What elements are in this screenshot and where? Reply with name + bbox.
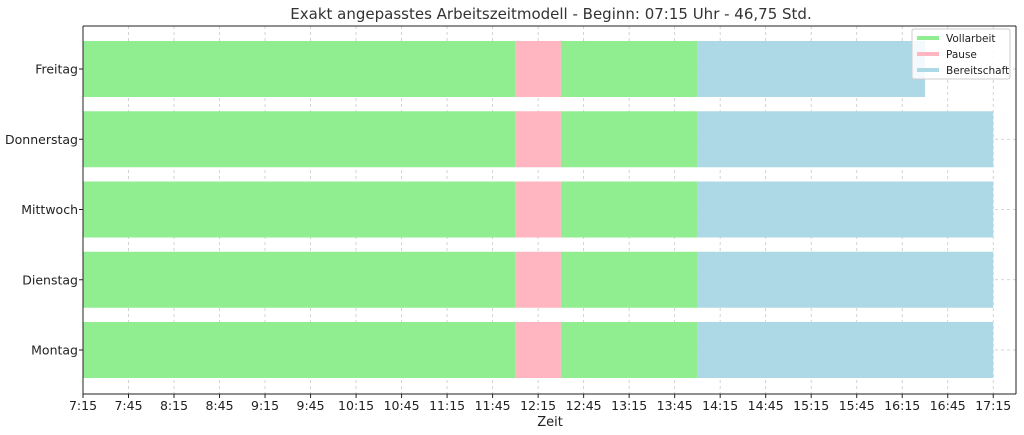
x-tick-label: 14:45 [748,398,784,413]
x-tick-label: 8:15 [160,398,188,413]
bar-segment-freitag-vollarbeit [83,41,516,97]
x-tick-label: 15:15 [793,398,829,413]
y-tick-label-donnerstag: Donnerstag [5,132,78,147]
x-tick-label: 9:15 [251,398,279,413]
ticks-layer: 7:15 7:45 8:15 8:45 9:15 9:45 10:15 10:45 11:15 1… [5,62,1011,414]
x-tick-label: 15:45 [839,398,875,413]
legend-label-vollarbeit: Vollarbeit [946,33,996,45]
x-tick-label: 10:15 [338,398,374,413]
x-axis-label: Zeit [537,415,563,430]
x-tick-label: 7:45 [114,398,142,413]
bar-segment-montag-vollarbeit [560,322,698,378]
bar-segment-donnerstag-pause [515,111,561,168]
legend-label-pause: Pause [946,49,977,61]
bar-segment-mittwoch-bereitschaft [697,181,994,238]
bar-segment-freitag-bereitschaft [697,41,925,97]
x-tick-label: 12:15 [520,398,556,413]
bar-segment-mittwoch-pause [515,181,561,238]
chart-title: Exakt angepasstes Arbeitszeitmodell - Be… [290,5,811,23]
bar-segment-freitag-vollarbeit [560,41,698,97]
bar-segment-dienstag-bereitschaft [697,251,994,308]
x-tick-label: 8:45 [205,398,233,413]
legend: Vollarbeit Pause Bereitschaft [911,28,1011,80]
bar-segment-mittwoch-vollarbeit [83,181,516,238]
bar-segment-montag-bereitschaft [697,322,994,378]
x-tick-label: 10:45 [384,398,420,413]
x-tick-label: 16:45 [930,398,966,413]
x-tick-label: 9:45 [297,398,325,413]
bar-segment-dienstag-vollarbeit [560,251,698,308]
legend-box [911,28,1011,80]
y-tick-label-dienstag: Dienstag [22,272,78,287]
bar-segment-donnerstag-bereitschaft [697,111,994,168]
x-tick-label: 13:15 [611,398,647,413]
x-tick-label: 11:15 [429,398,465,413]
y-tick-label-montag: Montag [31,343,78,358]
bar-segment-dienstag-vollarbeit [83,251,516,308]
y-tick-label-mittwoch: Mittwoch [21,202,78,217]
bars-layer [83,41,994,378]
bar-segment-montag-vollarbeit [83,322,516,378]
x-tick-label: 13:45 [657,398,693,413]
bar-segment-freitag-pause [515,41,561,97]
x-tick-label: 12:45 [566,398,602,413]
x-tick-label: 17:15 [975,398,1011,413]
y-tick-label-freitag: Freitag [35,62,78,77]
bar-segment-donnerstag-vollarbeit [83,111,516,168]
x-tick-label: 16:15 [884,398,920,413]
legend-label-bereitschaft: Bereitschaft [946,65,1009,77]
bar-segment-mittwoch-vollarbeit [560,181,698,238]
bar-segment-montag-pause [515,322,561,378]
x-tick-label: 14:15 [702,398,738,413]
bar-segment-donnerstag-vollarbeit [560,111,698,168]
x-tick-label: 11:45 [475,398,511,413]
bar-segment-dienstag-pause [515,251,561,308]
x-tick-label: 7:15 [69,398,97,413]
